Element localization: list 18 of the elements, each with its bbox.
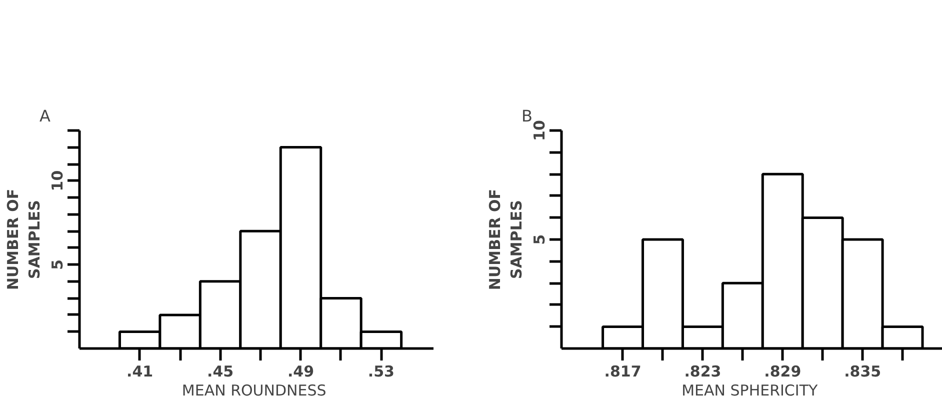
- y-tick-label: 5: [530, 234, 548, 245]
- chart-title: B: [522, 106, 532, 126]
- x-tick-label: .829: [764, 362, 802, 380]
- y-tick-label: 5: [48, 259, 66, 270]
- x-tick-label: .41: [126, 362, 154, 380]
- x-tick-label: .835: [844, 362, 882, 380]
- x-axis-title: MEAN ROUNDNESS: [182, 382, 326, 400]
- x-axis-title: MEAN SPHERICITY: [682, 382, 818, 400]
- y-axis-title: NUMBER OF SAMPLES: [4, 188, 44, 290]
- x-tick-label: .823: [684, 362, 722, 380]
- x-tick-label: .45: [207, 362, 234, 380]
- x-tick-label: .49: [287, 362, 314, 380]
- x-tick-label: .817: [604, 362, 642, 380]
- x-tick-label: .53: [368, 362, 394, 380]
- y-tick-label: 10: [48, 170, 66, 192]
- y-axis-title: NUMBER OF SAMPLES: [486, 188, 526, 290]
- chart-title: A: [40, 106, 50, 126]
- y-tick-label: 10: [530, 120, 548, 141]
